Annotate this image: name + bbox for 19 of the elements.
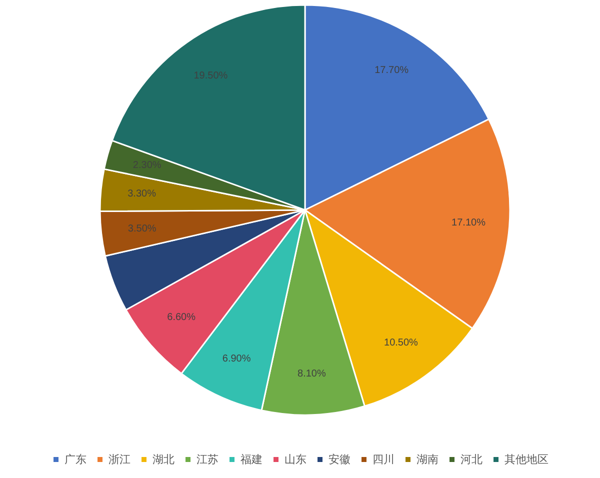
- data-label: 3.50%: [128, 224, 156, 235]
- legend-label: 其他地区: [504, 453, 548, 466]
- data-label: 17.10%: [452, 217, 486, 228]
- legend-label: 湖南: [416, 453, 438, 466]
- data-label: 6.60%: [167, 312, 196, 324]
- legend-label: 浙江: [108, 453, 130, 466]
- legend-label: 广东: [64, 453, 86, 466]
- legend-label: 湖北: [152, 453, 174, 466]
- legend-label: 安徽: [328, 453, 350, 466]
- data-label: 17.70%: [374, 65, 409, 76]
- legend-label: 山东: [284, 453, 306, 466]
- legend-label: 河北: [460, 453, 482, 466]
- legend-label: 四川: [372, 453, 394, 466]
- data-label: 10.50%: [384, 337, 418, 348]
- data-label: 3.30%: [128, 188, 156, 200]
- legend-label: 福建: [240, 453, 262, 466]
- data-label: 6.90%: [222, 354, 251, 365]
- data-label: 8.10%: [298, 368, 326, 380]
- legend-label: 江苏: [196, 453, 218, 466]
